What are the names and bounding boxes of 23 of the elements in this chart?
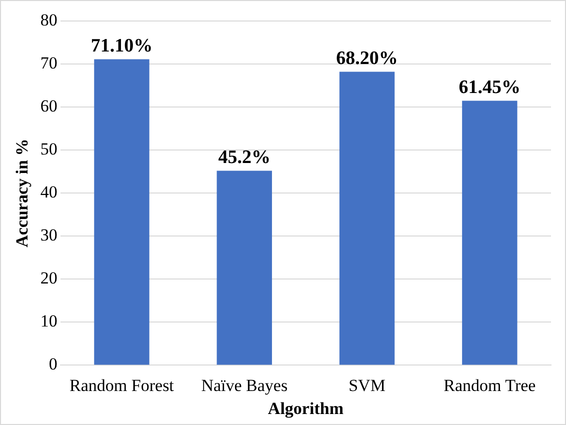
y-tick-label: 40 <box>40 182 58 202</box>
y-tick-label: 60 <box>40 96 58 116</box>
y-tick-label: 80 <box>40 10 58 30</box>
y-tick-label: 10 <box>40 312 58 331</box>
x-tick-label: Random Forest <box>70 376 174 395</box>
y-axis-title: Accuracy in % <box>12 138 32 248</box>
y-tick-label: 50 <box>40 140 58 159</box>
y-tick-label: 70 <box>40 53 58 72</box>
bar <box>216 170 272 365</box>
bar <box>94 59 150 365</box>
x-tick-label: SVM <box>348 376 386 395</box>
bar <box>339 72 395 365</box>
y-tick-label: 0 <box>48 354 58 374</box>
bar <box>462 100 518 365</box>
data-label: 68.20% <box>336 48 398 70</box>
y-tick-label: 20 <box>40 268 58 288</box>
x-axis-title: Algorithm <box>268 399 344 418</box>
y-tick-label: 30 <box>40 226 58 245</box>
data-label: 45.2% <box>218 147 270 168</box>
x-tick-label: Naïve Bayes <box>201 376 288 395</box>
data-label: 61.45% <box>458 77 521 98</box>
x-tick-label: Random Tree <box>444 376 536 395</box>
data-label: 71.10% <box>90 36 153 57</box>
